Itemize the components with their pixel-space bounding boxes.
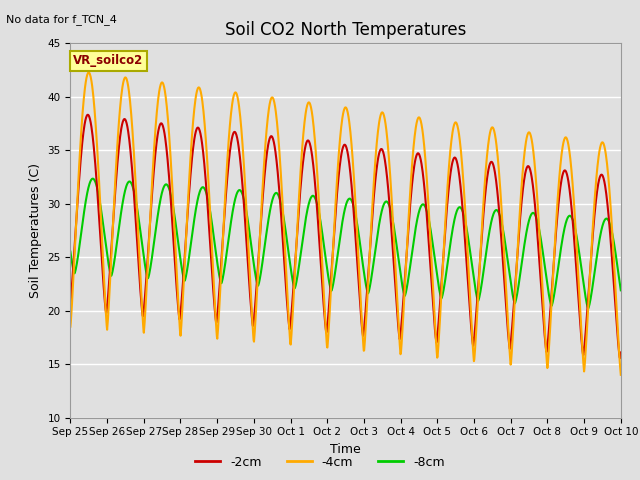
-4cm: [176, 325, 184, 331]
-2cm: [504, 319, 511, 325]
-8cm: [552, 282, 559, 288]
-8cm: [189, 224, 197, 230]
-8cm: [617, 288, 625, 293]
Y-axis label: Soil Temperatures (C): Soil Temperatures (C): [29, 163, 42, 298]
-8cm: [89, 176, 97, 181]
-2cm: [176, 316, 184, 322]
Line: -2cm: -2cm: [70, 115, 621, 358]
-8cm: [584, 305, 592, 311]
-8cm: [251, 268, 259, 274]
-8cm: [431, 260, 439, 265]
-8cm: [67, 249, 74, 254]
-2cm: [251, 307, 259, 313]
-8cm: [504, 254, 511, 260]
X-axis label: Time: Time: [330, 443, 361, 456]
-4cm: [251, 329, 259, 335]
-4cm: [617, 372, 625, 378]
-8cm: [176, 252, 184, 257]
-4cm: [189, 118, 197, 124]
Text: VR_soilco2: VR_soilco2: [73, 54, 143, 67]
-2cm: [189, 144, 197, 150]
Line: -8cm: -8cm: [70, 179, 621, 308]
-2cm: [617, 349, 625, 355]
-4cm: [552, 226, 559, 231]
Title: Soil CO2 North Temperatures: Soil CO2 North Temperatures: [225, 21, 467, 39]
-2cm: [431, 330, 439, 336]
-2cm: [552, 232, 559, 238]
Legend: -2cm, -4cm, -8cm: -2cm, -4cm, -8cm: [190, 451, 450, 474]
Text: No data for f_TCN_4: No data for f_TCN_4: [6, 14, 117, 25]
Line: -4cm: -4cm: [70, 72, 621, 375]
-2cm: [84, 112, 92, 118]
-4cm: [67, 324, 74, 330]
-4cm: [431, 326, 439, 332]
-2cm: [67, 301, 74, 307]
-4cm: [85, 70, 93, 75]
-2cm: [616, 355, 624, 361]
-4cm: [504, 307, 511, 313]
